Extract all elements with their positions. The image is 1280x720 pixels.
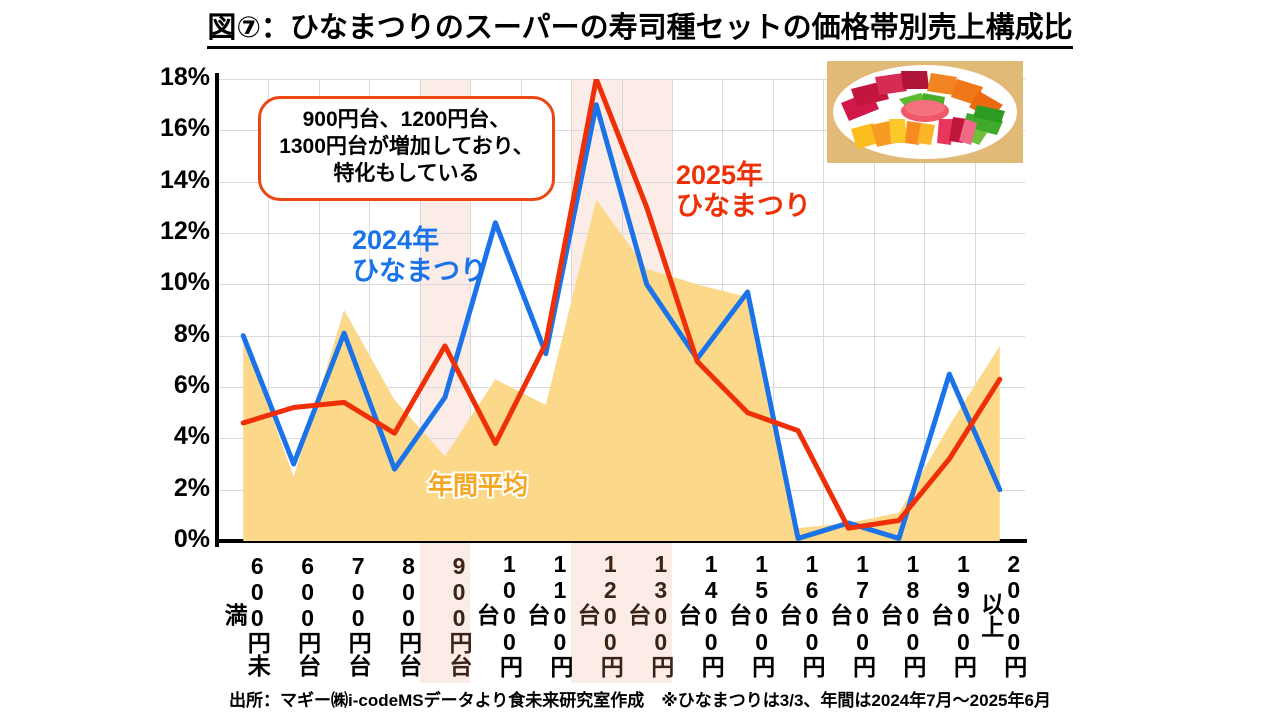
x-axis-tick-label: 600円台 [294,552,321,677]
gridline-vertical [318,79,320,541]
x-axis-line [215,539,1027,543]
y-axis-tick-label: 18% [159,63,210,91]
gridline-vertical [772,79,774,541]
x-axis-tick-label: 1100円台 [523,551,573,678]
callout-line-1: 900円台、1200円台、 [302,108,511,131]
callout-box: 900円台、1200円台、 1300円台が増加しており、 特化もしている [258,96,555,201]
y-axis-tick-labels: 18% 16% 14% 12% 10% 8% 6% 4% 2% 0% [132,63,210,553]
gridline-vertical [924,79,926,541]
gridline-vertical [823,79,825,541]
series-label-2024: 2024年 ひなまつり [352,225,487,287]
y-axis-line [215,73,219,547]
source-footer: 出所：マギー㈱i-codeMSデータより食未来研究室作成 ※ひなまつりは3/3、… [229,691,1051,710]
highlight-band-label-strip [419,543,471,683]
callout-line-2: 1300円台が増加しており、 [279,134,534,158]
x-axis-tick-labels: 600円未満 600円台 700円台 800円台 900円台 1000円台 1100円台 12… [218,547,1027,687]
gridline-vertical [873,79,875,541]
y-axis-tick-label: 10% [159,268,210,297]
series-area-annual-average [243,199,1000,541]
sushi-platter-icon [833,65,1017,159]
series-label-2025-line2: ひなまつり [676,191,811,222]
y-axis-tick-label: 2% [173,473,210,502]
sushi-platter-illustration [827,61,1023,163]
x-axis-tick-label: 900円台 [445,552,472,677]
series-label-annual-average-text: 年間平均 [426,472,530,501]
gridline-vertical [419,79,421,541]
x-axis-tick-label: 1200円台 [574,551,624,678]
x-axis-tick-label: 600円未満 [221,552,271,677]
gridline-vertical [268,79,270,541]
gridline-vertical [974,79,976,541]
highlight-band-label-strip [571,543,672,683]
page-title-text: 図⑦：ひなまつりのスーパーの寿司種セットの価格帯別売上構成比 [207,12,1073,49]
chart-svg [240,79,1003,541]
y-axis-tick-label: 6% [173,371,210,399]
series-label-2024-line2: ひなまつり [352,256,487,287]
series-line-2024 [240,102,1003,541]
x-axis-tick-label: 800円台 [395,552,422,677]
x-axis-tick-label: 700円台 [345,552,372,677]
gridline-vertical [520,79,522,541]
series-label-2024-line1: 2024年 [352,225,440,255]
page-title: 図⑦：ひなまつりのスーパーの寿司種セットの価格帯別売上構成比 [0,4,1280,49]
series-line-2025 [240,79,1003,531]
x-axis-tick-label: 1000円台 [473,551,523,678]
x-axis-tick-label: 1400円台 [675,551,725,678]
x-axis-tick-label: 2000円以上 [977,551,1027,678]
y-axis-tick-label: 4% [173,422,210,451]
x-axis-tick-label: 1500円台 [725,551,775,678]
y-axis-tick-label: 8% [173,319,210,348]
y-axis-tick-label: 0% [173,525,210,553]
x-axis-tick-label: 1700円台 [826,551,876,678]
y-axis-tick-label: 12% [159,217,210,245]
gridline-vertical [369,79,371,541]
x-axis-tick-label: 1900円台 [927,551,977,678]
series-label-2025: 2025年 ひなまつり [676,160,811,222]
series-label-annual-average: 年間平均 [426,472,530,501]
y-axis-tick-label: 14% [159,165,210,194]
x-axis-tick-label: 1800円台 [876,551,926,678]
series-label-2025-line1: 2025年 [676,160,764,190]
y-axis-tick-label: 16% [159,114,210,143]
x-axis-tick-label: 1600円台 [776,551,826,678]
callout-line-3: 特化もしている [333,161,480,185]
x-axis-tick-label: 1300円台 [624,551,674,678]
